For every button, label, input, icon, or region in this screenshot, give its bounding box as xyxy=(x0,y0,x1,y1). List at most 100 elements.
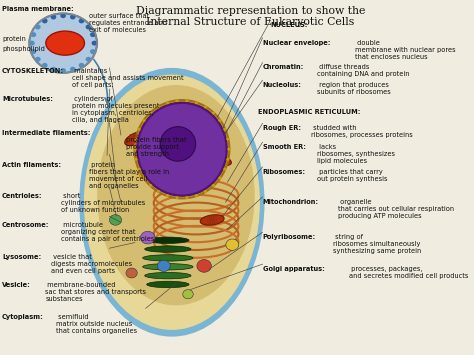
Circle shape xyxy=(42,63,47,68)
Circle shape xyxy=(226,138,229,141)
Ellipse shape xyxy=(147,281,189,288)
Circle shape xyxy=(137,128,141,131)
Text: Vesicle: membrane-bounded
sac that stores and transports
substances: Vesicle: membrane-bounded sac that store… xyxy=(2,282,103,302)
Circle shape xyxy=(226,158,229,161)
Ellipse shape xyxy=(145,173,166,182)
Ellipse shape xyxy=(160,127,196,161)
Circle shape xyxy=(35,24,41,29)
Circle shape xyxy=(86,24,91,29)
Text: Centrosome:: Centrosome: xyxy=(2,222,49,228)
Ellipse shape xyxy=(125,132,146,146)
Circle shape xyxy=(204,190,207,193)
Text: processes, packages,
and secretes modified cell products: processes, packages, and secretes modifi… xyxy=(349,266,468,279)
Circle shape xyxy=(142,176,146,179)
Text: protein
fibers that play a role in
movement of cell
and organelles: protein fibers that play a role in movem… xyxy=(89,162,169,189)
Text: studded with
ribosomes, processes proteins: studded with ribosomes, processes protei… xyxy=(311,125,413,138)
Circle shape xyxy=(166,194,169,197)
Text: Smooth ER:: Smooth ER: xyxy=(263,144,306,150)
Circle shape xyxy=(35,57,41,62)
Circle shape xyxy=(79,18,84,23)
Ellipse shape xyxy=(81,71,263,334)
Text: protein fibers that
provide support
and strength: protein fibers that provide support and … xyxy=(127,130,187,157)
Text: Mitochondrion:: Mitochondrion: xyxy=(263,199,319,205)
Circle shape xyxy=(29,41,35,45)
Circle shape xyxy=(133,148,137,151)
Text: maintains
cell shape and assists movement
of cell parts:: maintains cell shape and assists movemen… xyxy=(72,68,184,88)
Circle shape xyxy=(149,184,152,187)
Text: Intermediate filaments:
protein fibers that
provide support
and strength: Intermediate filaments: protein fibers t… xyxy=(2,130,81,157)
Circle shape xyxy=(140,231,155,244)
Circle shape xyxy=(149,111,152,114)
Circle shape xyxy=(90,32,96,37)
Circle shape xyxy=(79,63,84,68)
Circle shape xyxy=(135,138,137,141)
Circle shape xyxy=(212,111,215,114)
Text: Chromatin:: Chromatin: xyxy=(263,64,304,70)
Text: short
cylinders of microtubules
of unknown function: short cylinders of microtubules of unkno… xyxy=(62,193,146,213)
Text: lacks
ribosomes, synthesizes
lipid molecules: lacks ribosomes, synthesizes lipid molec… xyxy=(317,144,395,164)
Circle shape xyxy=(212,184,215,187)
Ellipse shape xyxy=(79,68,264,337)
Circle shape xyxy=(157,260,170,272)
Text: diffuse threads
containing DNA and protein: diffuse threads containing DNA and prote… xyxy=(317,64,409,77)
Text: string of
ribosomes simultaneously
synthesizing same protein: string of ribosomes simultaneously synth… xyxy=(333,234,421,254)
Circle shape xyxy=(70,15,76,20)
Circle shape xyxy=(166,102,169,104)
Text: Cytoplasm:: Cytoplasm: xyxy=(2,313,44,320)
Text: Ribosomes:: Ribosomes: xyxy=(263,169,306,175)
Text: Internal Structure of Eukaryotic Cells: Internal Structure of Eukaryotic Cells xyxy=(146,17,355,27)
Circle shape xyxy=(51,67,56,72)
Ellipse shape xyxy=(143,255,193,261)
Text: Nuclear envelope:: Nuclear envelope: xyxy=(263,40,330,45)
Ellipse shape xyxy=(209,154,231,165)
Text: semifluid
matrix outside nucleus
that contains organelles: semifluid matrix outside nucleus that co… xyxy=(56,313,137,334)
Circle shape xyxy=(142,119,146,122)
Text: vesicle that
digests macromolecules
and even cell parts: vesicle that digests macromolecules and … xyxy=(51,253,132,273)
Ellipse shape xyxy=(135,100,229,198)
Circle shape xyxy=(185,196,189,199)
Text: region that produces
subunits of ribosomes: region that produces subunits of ribosom… xyxy=(317,82,391,95)
Text: CYTOSKELETON:: CYTOSKELETON: xyxy=(2,68,64,74)
Circle shape xyxy=(91,41,97,45)
Text: particles that carry
out protein synthesis: particles that carry out protein synthes… xyxy=(317,169,387,182)
Text: Intermediate filaments:: Intermediate filaments: xyxy=(2,130,91,136)
Ellipse shape xyxy=(147,237,189,244)
Text: Vesicle:: Vesicle: xyxy=(2,282,31,288)
Ellipse shape xyxy=(137,103,226,195)
Text: Golgi apparatus:: Golgi apparatus: xyxy=(263,266,324,272)
Text: Polyribosome:: Polyribosome: xyxy=(263,234,316,240)
Circle shape xyxy=(139,170,148,178)
Text: protein: protein xyxy=(2,36,26,42)
Text: cylinders of
protein molecules present
in cytoplasm, centrioles,
cilia, and flag: cylinders of protein molecules present i… xyxy=(72,96,160,123)
Text: ENDOPLASMIC RETICULUM:: ENDOPLASMIC RETICULUM: xyxy=(258,109,361,115)
Text: membrane-bounded
sac that stores and transports
substances: membrane-bounded sac that stores and tra… xyxy=(45,282,146,302)
Text: outer surface that
regulates entrance and
exit of molecules: outer surface that regulates entrance an… xyxy=(89,6,167,33)
Text: Lysosome:: Lysosome: xyxy=(2,253,41,260)
Circle shape xyxy=(86,57,91,62)
Circle shape xyxy=(157,105,160,108)
Circle shape xyxy=(60,68,66,73)
Circle shape xyxy=(135,158,137,161)
Text: Nucleolus:: Nucleolus: xyxy=(263,82,301,88)
Circle shape xyxy=(219,119,221,122)
Ellipse shape xyxy=(137,102,227,196)
Text: NUCLEUS:: NUCLEUS: xyxy=(271,22,308,28)
Circle shape xyxy=(137,168,141,170)
Text: Microtubules:: Microtubules: xyxy=(2,96,53,102)
Text: CYTOSKELETON: maintains
cell shape and assists movement
of cell parts:: CYTOSKELETON: maintains cell shape and a… xyxy=(2,68,114,88)
Ellipse shape xyxy=(143,264,193,270)
Circle shape xyxy=(29,13,97,73)
Text: Lysosome: vesicle that
digests macromolecules
and even cell parts: Lysosome: vesicle that digests macromole… xyxy=(2,253,83,273)
Circle shape xyxy=(60,13,66,18)
Circle shape xyxy=(195,102,198,104)
Circle shape xyxy=(195,194,198,197)
Circle shape xyxy=(219,176,221,179)
Text: Actin filaments:: Actin filaments: xyxy=(2,162,61,168)
Text: organelle
that carries out cellular respiration
producing ATP molecules: organelle that carries out cellular resp… xyxy=(338,199,455,219)
Text: phospholipid: phospholipid xyxy=(2,46,45,52)
Circle shape xyxy=(228,148,230,151)
Circle shape xyxy=(226,239,239,250)
Circle shape xyxy=(223,168,227,170)
Circle shape xyxy=(51,15,56,20)
Circle shape xyxy=(31,32,36,37)
